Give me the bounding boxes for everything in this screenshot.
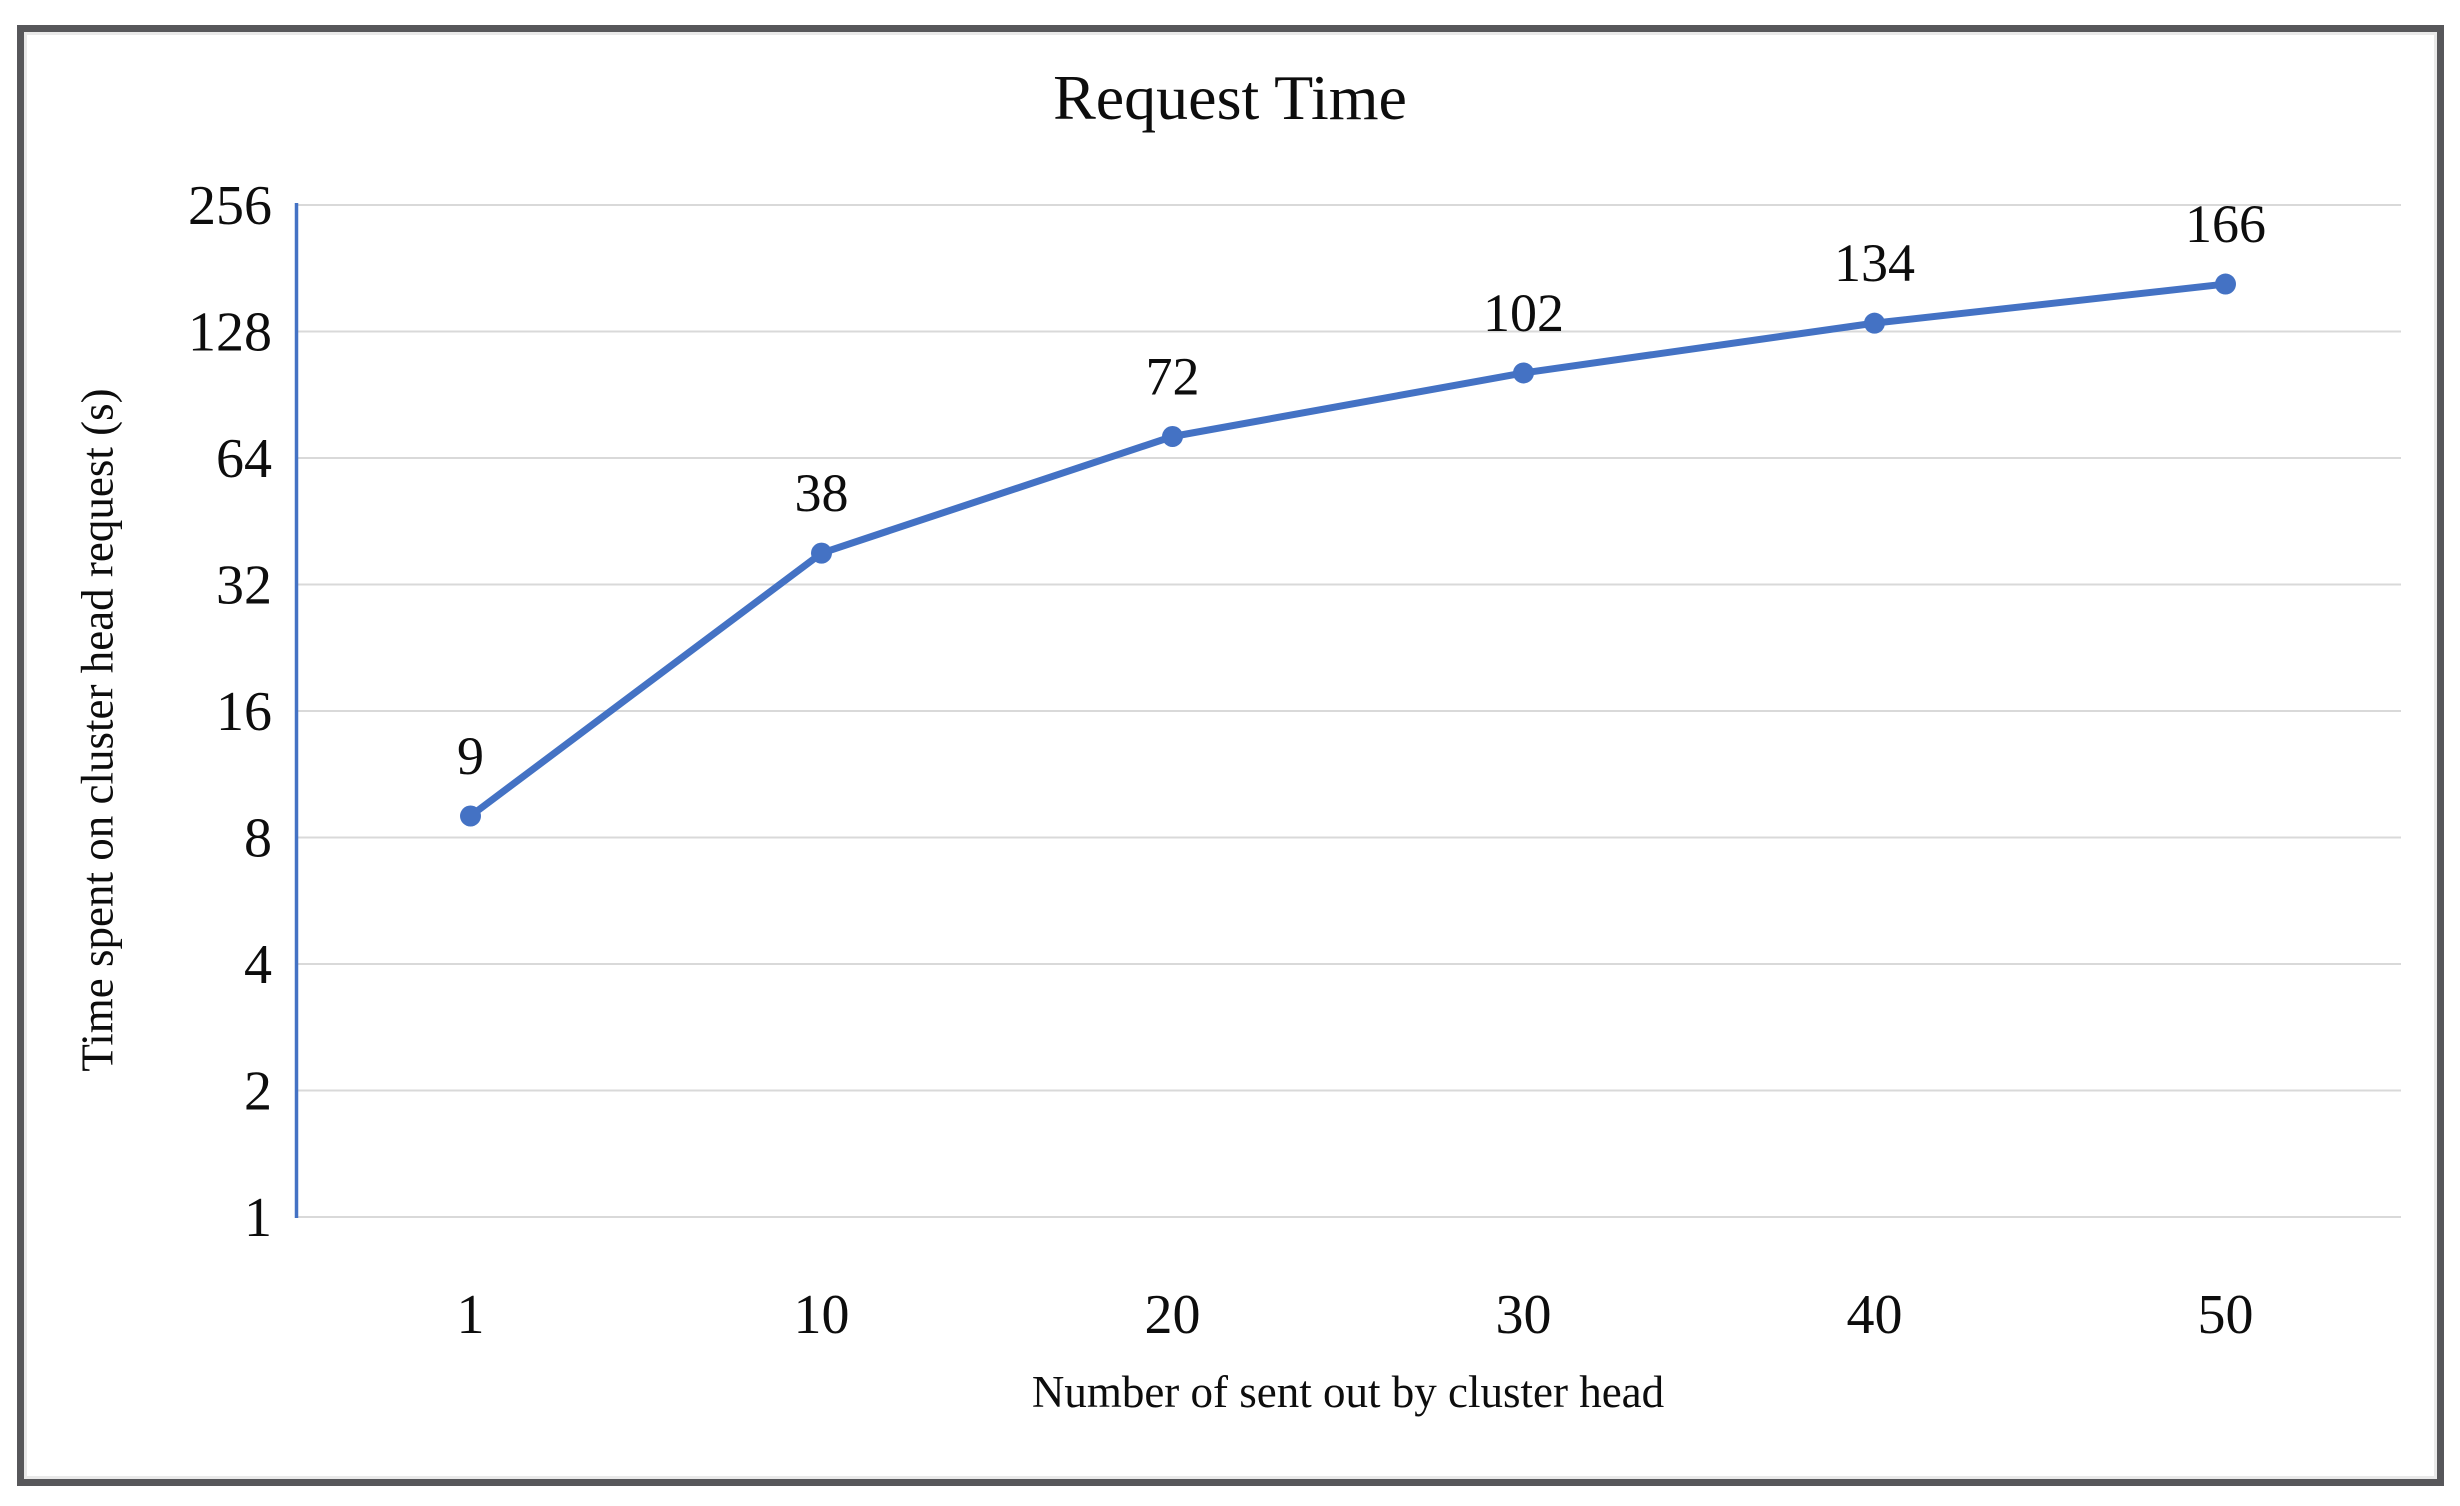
data-line [467, 280, 2229, 820]
y-tick-label: 16 [216, 681, 272, 743]
chart-outer-frame [17, 25, 2444, 1486]
x-tick-label: 20 [1145, 1284, 1201, 1346]
y-tick-label: 1 [244, 1187, 272, 1249]
data-point-marker [460, 805, 481, 827]
data-point-marker [2215, 273, 2236, 295]
y-tick-label: 2 [244, 1061, 272, 1123]
x-tick-label: 10 [794, 1284, 850, 1346]
x-tick-label: 40 [1847, 1284, 1903, 1346]
data-point-marker [1162, 426, 1183, 448]
y-axis-title: Time spent on cluster head request (s) [72, 388, 123, 1072]
y-tick-label: 32 [216, 555, 272, 617]
data-label: 166 [2185, 194, 2266, 254]
y-tick-label: 64 [216, 428, 272, 490]
y-tick-label: 256 [188, 175, 272, 237]
data-label: 38 [795, 463, 849, 523]
y-tick-label: 4 [244, 934, 272, 996]
y-tick-label: 8 [244, 808, 272, 870]
data-label: 9 [457, 726, 484, 786]
data-point-marker [1513, 362, 1534, 384]
data-point-marker [811, 542, 832, 564]
y-tick-label: 128 [188, 302, 272, 364]
x-tick-label: 50 [2198, 1284, 2254, 1346]
chart-title: Request Time [1053, 62, 1407, 133]
data-label: 72 [1146, 347, 1200, 407]
x-tick-label: 1 [457, 1284, 485, 1346]
data-point-marker [1864, 312, 1885, 334]
data-label: 102 [1483, 283, 1564, 343]
x-tick-label: 30 [1496, 1284, 1552, 1346]
data-label: 134 [1834, 233, 1915, 293]
x-axis-title: Number of sent out by cluster head [1031, 1367, 1665, 1417]
